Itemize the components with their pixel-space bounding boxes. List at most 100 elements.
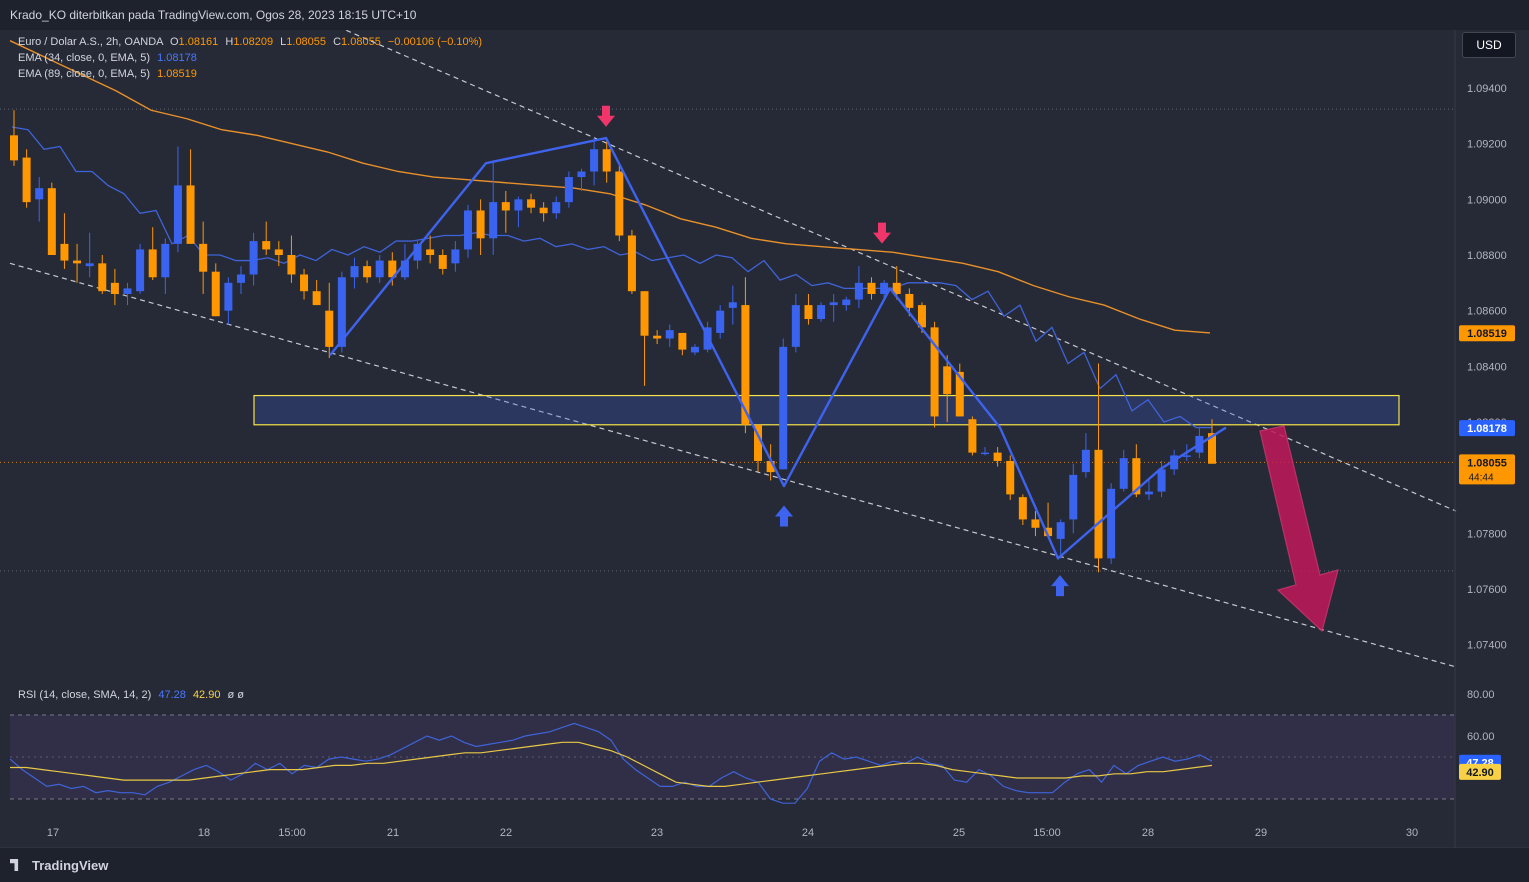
candle (10, 110, 18, 166)
candle (690, 344, 699, 356)
candle (350, 257, 359, 289)
candle (85, 232, 94, 278)
candle (955, 363, 964, 417)
rsi-value-tag (1459, 763, 1501, 780)
candle (47, 182, 56, 255)
rsi-ma-line (10, 741, 1213, 788)
candle-body (564, 177, 573, 203)
candle-body (489, 202, 498, 239)
tradingview-logo[interactable]: TradingView (10, 858, 108, 873)
legend-change: −0.00106 (−0.10%) (387, 36, 483, 48)
candle-body (552, 202, 561, 214)
candle-body (47, 188, 56, 255)
buy-signal-arrow-icon (1051, 575, 1069, 597)
rsi-value: 47.28 (158, 689, 186, 701)
candle-body (224, 282, 233, 311)
candle-body (451, 249, 460, 264)
chart-canvas[interactable]: 80.00 60.00 47.28 42.90 1.09400 1.09200 1.090… (0, 30, 1529, 882)
candle (867, 277, 876, 300)
rsi-tick-label: 80.00 (1467, 689, 1495, 701)
candle (943, 355, 952, 422)
candle-body (1157, 469, 1166, 492)
candle-body (312, 291, 321, 306)
candle (653, 330, 662, 345)
candle-body (514, 199, 523, 211)
price-tick-label: 1.08800 (1467, 250, 1507, 262)
rsi-legend: RSI (14, close, SMA, 14, 2) 47.28 42.90 … (18, 689, 244, 701)
candle-body (917, 305, 926, 328)
candle (136, 243, 145, 294)
time-tick-label: 17 (47, 827, 59, 839)
candle (312, 280, 321, 306)
candle-body (161, 243, 170, 278)
footer-bar: TradingView (0, 848, 1529, 882)
candle (993, 447, 1002, 467)
price-tick-label: 1.07600 (1467, 584, 1507, 596)
candle (300, 268, 309, 300)
candle (514, 196, 523, 228)
tradingview-logo-icon (10, 859, 19, 871)
candle (716, 305, 725, 339)
candle (451, 241, 460, 272)
candle (1119, 449, 1128, 492)
rsi-line (9, 722, 1213, 804)
legend-high: 1.08209 (233, 36, 274, 48)
price-tick-label: 1.09200 (1467, 139, 1507, 151)
candle-body (173, 185, 182, 244)
legend-low: 1.08055 (286, 36, 327, 48)
candle (489, 160, 498, 255)
sell-signal-arrow-icon (873, 222, 891, 244)
candle-body (98, 263, 107, 292)
candle (22, 149, 31, 208)
candle (426, 235, 435, 264)
time-tick-label: 24 (802, 827, 814, 839)
rsi-value-text: 42.90 (1466, 767, 1494, 779)
rsi-extra: ø ø (227, 689, 245, 701)
candle (1132, 444, 1141, 498)
candle (1094, 363, 1103, 573)
candle-body (1170, 455, 1179, 470)
candle (110, 268, 119, 306)
candle-body (274, 249, 283, 255)
price-tick-label: 1.08400 (1467, 361, 1507, 373)
candle-body (262, 241, 271, 250)
candle-body (1018, 497, 1027, 520)
candle-body (287, 255, 296, 275)
candle (930, 321, 939, 428)
candle-body (350, 266, 359, 278)
ema34-legend: EMA (34, close, 0, EMA, 5) 1.08178 (18, 52, 197, 64)
candle-body (766, 460, 775, 473)
price-tick-label: 1.07800 (1467, 528, 1507, 540)
candle (590, 138, 599, 186)
candle-body (627, 235, 636, 292)
candle-body (993, 452, 1002, 461)
rsi-ma-value: 42.90 (192, 689, 221, 701)
candle-body (741, 305, 750, 425)
candle (236, 266, 245, 294)
candle-body (300, 274, 309, 292)
candle-body (716, 310, 725, 333)
candle (842, 296, 851, 311)
candle-body (1094, 449, 1103, 559)
candle (968, 416, 977, 456)
rsi-pane: 80.00 60.00 47.28 42.90 (9, 689, 1501, 804)
time-tick-label: 29 (1255, 827, 1267, 839)
candle (1018, 494, 1027, 525)
candle (98, 255, 107, 294)
candle-body (1107, 488, 1116, 559)
time-tick-label: 18 (198, 827, 210, 839)
chart-panel[interactable]: 80.00 60.00 47.28 42.90 1.09400 1.09200 1.090… (0, 30, 1529, 882)
price-tick-label: 1.07400 (1467, 640, 1507, 652)
candle (1044, 502, 1053, 537)
currency-button[interactable]: USD (1462, 32, 1516, 58)
candle (161, 238, 170, 294)
candle (1208, 419, 1216, 464)
candle-body (804, 305, 813, 320)
candle (60, 213, 69, 269)
candle-body (400, 260, 409, 278)
legend-l-label: L (280, 36, 287, 48)
candle (1031, 511, 1040, 537)
candle (363, 260, 372, 283)
candle-body (1182, 455, 1191, 457)
candle (375, 255, 384, 283)
